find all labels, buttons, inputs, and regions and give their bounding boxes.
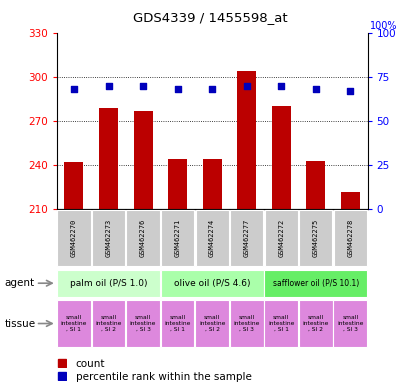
Text: small
intestine
, SI 2: small intestine , SI 2	[95, 315, 122, 332]
Point	[243, 83, 250, 89]
Point	[140, 83, 147, 89]
Bar	[333, 300, 367, 346]
Text: small
intestine
, SI 2: small intestine , SI 2	[199, 315, 225, 332]
Bar	[237, 71, 256, 209]
Bar	[161, 210, 194, 266]
Text: small
intestine
, SI 2: small intestine , SI 2	[302, 315, 329, 332]
Bar	[306, 161, 325, 209]
Text: GSM462276: GSM462276	[140, 219, 146, 257]
Text: GSM462270: GSM462270	[71, 219, 77, 257]
Point	[312, 86, 319, 92]
Bar	[58, 372, 66, 380]
Bar	[99, 108, 118, 209]
Text: small
intestine
, SI 3: small intestine , SI 3	[234, 315, 260, 332]
Text: GSM462271: GSM462271	[175, 219, 181, 257]
Text: percentile rank within the sample: percentile rank within the sample	[76, 372, 252, 382]
Text: olive oil (P/S 4.6): olive oil (P/S 4.6)	[174, 279, 250, 288]
Text: palm oil (P/S 1.0): palm oil (P/S 1.0)	[70, 279, 147, 288]
Bar	[65, 162, 84, 209]
Text: small
intestine
, SI 1: small intestine , SI 1	[268, 315, 294, 332]
Bar	[264, 270, 367, 297]
Text: safflower oil (P/S 10.1): safflower oil (P/S 10.1)	[273, 279, 359, 288]
Bar	[341, 192, 360, 209]
Bar	[333, 210, 367, 266]
Point	[71, 86, 77, 92]
Text: tissue: tissue	[4, 318, 35, 329]
Bar	[160, 300, 194, 346]
Text: GDS4339 / 1455598_at: GDS4339 / 1455598_at	[133, 12, 287, 25]
Text: small
intestine
, SI 3: small intestine , SI 3	[337, 315, 363, 332]
Bar	[92, 300, 126, 346]
Point	[174, 86, 181, 92]
Text: GSM462272: GSM462272	[278, 219, 284, 257]
Bar	[126, 300, 160, 346]
Text: GSM462274: GSM462274	[209, 219, 215, 257]
Bar	[134, 111, 152, 209]
Bar	[92, 210, 125, 266]
Bar	[57, 270, 160, 297]
Bar	[168, 159, 187, 209]
Bar	[196, 210, 228, 266]
Text: GSM462277: GSM462277	[244, 219, 249, 257]
Text: GSM462273: GSM462273	[105, 219, 111, 257]
Bar	[230, 300, 264, 346]
Bar	[299, 210, 332, 266]
Point	[209, 86, 215, 92]
Bar	[160, 270, 264, 297]
Text: small
intestine
, SI 3: small intestine , SI 3	[130, 315, 156, 332]
Text: agent: agent	[4, 278, 34, 288]
Bar	[265, 210, 298, 266]
Text: count: count	[76, 359, 105, 369]
Bar	[126, 210, 160, 266]
Text: 100%: 100%	[370, 21, 397, 31]
Text: small
intestine
, SI 1: small intestine , SI 1	[61, 315, 87, 332]
Point	[105, 83, 112, 89]
Bar	[202, 159, 222, 209]
Text: GSM462278: GSM462278	[347, 219, 353, 257]
Point	[278, 83, 284, 89]
Bar	[299, 300, 333, 346]
Bar	[264, 300, 298, 346]
Text: GSM462275: GSM462275	[313, 219, 319, 257]
Bar	[58, 359, 66, 367]
Bar	[272, 106, 291, 209]
Bar	[57, 300, 91, 346]
Point	[347, 88, 354, 94]
Bar	[230, 210, 263, 266]
Text: small
intestine
, SI 1: small intestine , SI 1	[164, 315, 191, 332]
Bar	[195, 300, 229, 346]
Bar	[58, 210, 91, 266]
